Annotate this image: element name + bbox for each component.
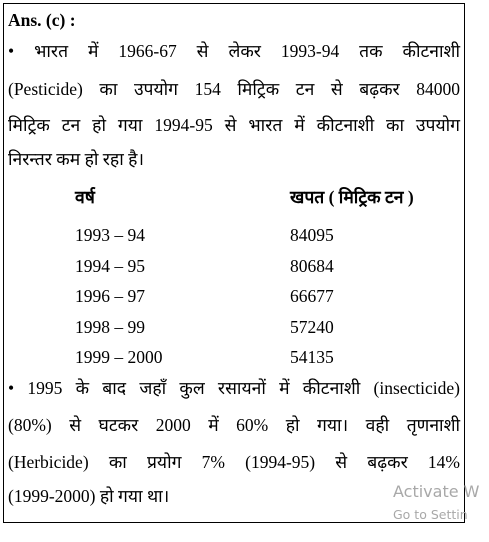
table-cell: 1998 – 99: [75, 316, 145, 337]
table-header: खपत ( मिट्रिक टन ): [290, 187, 414, 207]
table-cell: 54135: [290, 347, 334, 367]
paragraph-line: मिट्रिक टन हो गया 1994-95 से भारत में की…: [8, 115, 460, 135]
table-cell: 1993 – 94: [75, 225, 145, 245]
paragraph-line: निरन्तर कम हो रहा है।: [8, 149, 145, 169]
table-cell: 1996 – 97: [75, 286, 145, 306]
watermark: Go to Settin: [393, 507, 468, 522]
table-header: वर्ष: [75, 187, 95, 207]
paragraph-line: (Herbicide) का प्रयोग 7% (1994-95) से बढ…: [8, 452, 460, 472]
paragraph-line: (80%) से घटकर 2000 में 60% हो गया। वही त…: [8, 415, 460, 435]
table-cell: 1999 – 2000: [75, 347, 163, 367]
table-cell: 57240: [290, 316, 334, 337]
answer-label: Ans. (c) :: [8, 10, 76, 30]
table-cell: 84095: [290, 225, 334, 245]
watermark: Activate W: [393, 482, 480, 501]
paragraph-line: (Pesticide) का उपयोग 154 मिट्रिक टन से ब…: [8, 79, 460, 99]
paragraph-line: • 1995 के बाद जहाँ कुल रसायनों में कीटना…: [8, 378, 460, 398]
table-cell: 66677: [290, 286, 334, 306]
table-cell: 1994 – 95: [75, 255, 145, 276]
answer-box: [3, 3, 465, 523]
paragraph-line: • भारत में 1966-67 से लेकर 1993-94 तक की…: [8, 41, 460, 61]
table-cell: 80684: [290, 255, 334, 276]
paragraph-line: (1999-2000) हो गया था।: [8, 486, 170, 506]
